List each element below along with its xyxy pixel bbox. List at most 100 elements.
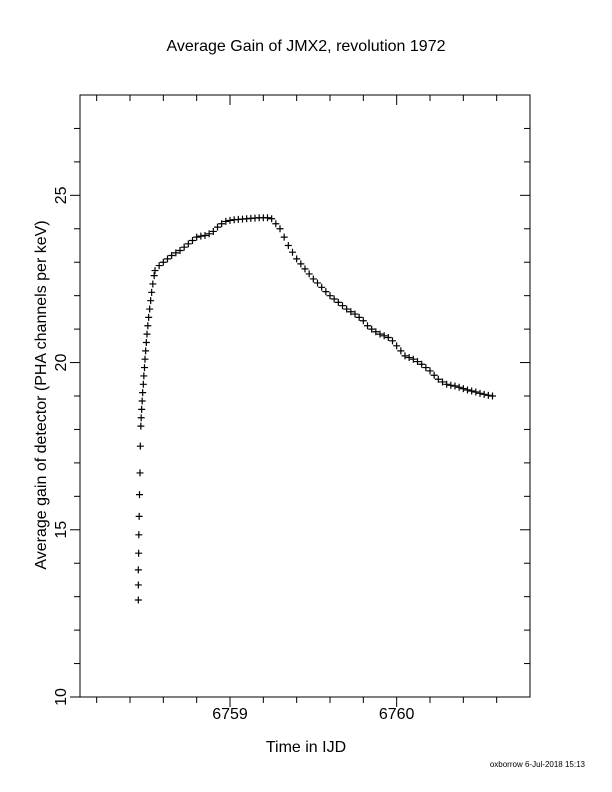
point bbox=[384, 333, 392, 341]
point bbox=[489, 392, 496, 400]
point bbox=[264, 214, 271, 222]
point bbox=[218, 220, 226, 228]
y-tick-label: 10 bbox=[53, 688, 70, 706]
point bbox=[136, 469, 144, 477]
point bbox=[149, 280, 157, 288]
point bbox=[136, 491, 143, 499]
point bbox=[347, 308, 355, 316]
point bbox=[134, 566, 142, 574]
chart-title: Average Gain of JMX2, revolution 1972 bbox=[167, 38, 446, 55]
x-tick-label: 6759 bbox=[212, 706, 248, 723]
point bbox=[430, 371, 438, 379]
point bbox=[143, 330, 151, 338]
point bbox=[272, 220, 280, 228]
point bbox=[414, 358, 421, 366]
point bbox=[401, 352, 409, 360]
point bbox=[214, 223, 221, 231]
point bbox=[330, 295, 338, 303]
point bbox=[439, 378, 446, 386]
point bbox=[268, 215, 276, 223]
point bbox=[393, 342, 401, 350]
y-tick-label: 20 bbox=[53, 354, 70, 372]
point bbox=[141, 355, 149, 363]
point bbox=[484, 391, 492, 399]
point bbox=[322, 288, 330, 296]
y-tick-label: 15 bbox=[53, 521, 70, 539]
point bbox=[309, 275, 317, 283]
point bbox=[148, 288, 156, 296]
point bbox=[334, 298, 342, 306]
point bbox=[376, 330, 384, 338]
point bbox=[464, 386, 471, 394]
point bbox=[142, 347, 150, 355]
point bbox=[284, 242, 292, 249]
point bbox=[359, 317, 367, 325]
point bbox=[364, 322, 371, 330]
point bbox=[405, 354, 413, 362]
point bbox=[447, 381, 455, 389]
point bbox=[135, 512, 143, 520]
point bbox=[443, 380, 451, 388]
point bbox=[339, 302, 346, 310]
point bbox=[455, 383, 463, 391]
point bbox=[476, 389, 484, 397]
point bbox=[451, 382, 459, 390]
y-axis-label: Average gain of detector (PHA channels p… bbox=[33, 220, 50, 569]
point bbox=[135, 549, 143, 557]
point bbox=[151, 267, 159, 275]
point bbox=[409, 355, 417, 363]
point bbox=[139, 389, 147, 397]
point bbox=[426, 367, 434, 375]
point bbox=[139, 380, 147, 388]
point bbox=[138, 405, 146, 413]
point bbox=[480, 390, 488, 398]
point bbox=[280, 233, 288, 241]
footer: oxborrow 6-Jul-2018 15:13 bbox=[490, 760, 586, 769]
x-tick-label: 6760 bbox=[379, 706, 415, 723]
y-tick-label: 25 bbox=[53, 186, 70, 204]
point bbox=[380, 332, 388, 340]
point bbox=[293, 255, 301, 263]
point bbox=[301, 265, 309, 273]
point bbox=[197, 232, 205, 240]
point bbox=[276, 225, 284, 233]
point bbox=[159, 258, 167, 266]
point bbox=[134, 581, 142, 589]
point bbox=[422, 364, 430, 372]
point bbox=[147, 297, 155, 305]
point bbox=[389, 337, 396, 345]
point bbox=[184, 240, 192, 248]
point bbox=[140, 372, 148, 380]
point bbox=[146, 305, 154, 313]
point bbox=[144, 322, 152, 330]
point bbox=[226, 216, 234, 224]
point bbox=[459, 385, 467, 393]
point bbox=[145, 313, 153, 321]
point bbox=[134, 596, 142, 604]
point bbox=[137, 422, 145, 430]
point bbox=[434, 375, 442, 383]
point bbox=[172, 249, 180, 257]
point bbox=[372, 328, 380, 336]
point bbox=[289, 248, 296, 256]
point bbox=[150, 272, 158, 280]
point bbox=[168, 252, 176, 260]
point bbox=[189, 236, 196, 244]
point bbox=[297, 260, 305, 268]
point bbox=[305, 270, 313, 278]
point bbox=[418, 360, 426, 368]
point bbox=[137, 414, 145, 422]
point bbox=[318, 283, 326, 291]
point bbox=[136, 442, 144, 450]
point bbox=[209, 227, 217, 235]
point bbox=[164, 255, 171, 263]
x-axis-label: Time in IJD bbox=[266, 739, 346, 756]
point bbox=[193, 233, 201, 241]
point bbox=[205, 230, 213, 238]
point bbox=[368, 325, 376, 333]
point bbox=[142, 338, 150, 346]
point bbox=[343, 305, 351, 313]
point bbox=[135, 531, 143, 539]
